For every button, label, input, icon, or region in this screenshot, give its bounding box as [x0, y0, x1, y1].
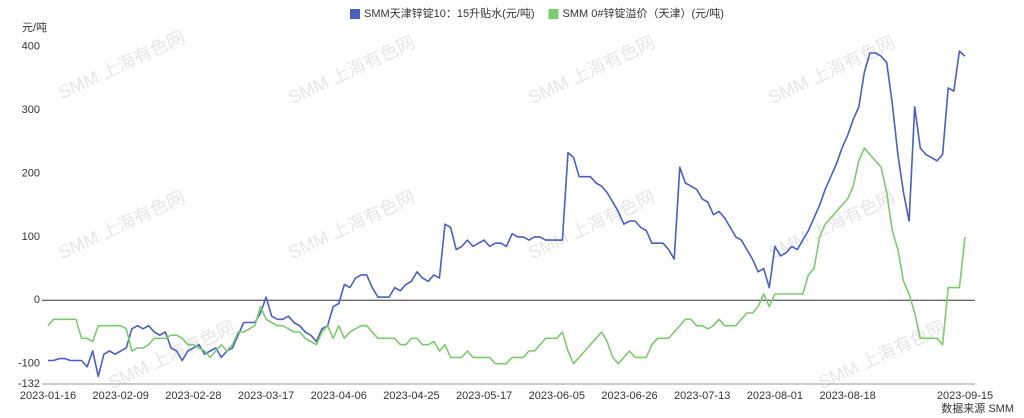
source: 数据来源 SMM: [941, 401, 1014, 415]
watermarks: SMM 上海有色网 SMM 上海有色网 SMM 上海有色网 SMM 上海有色网 …: [55, 27, 948, 393]
series-line: [47, 147, 966, 365]
watermark: SMM 上海有色网: [285, 187, 418, 263]
watermark: SMM 上海有色网: [285, 32, 418, 108]
x-tick-label: 2023-02-28: [165, 390, 221, 402]
y-tick-label: 100: [22, 231, 40, 243]
x-tick-label: 2023-06-05: [529, 390, 585, 402]
x-tick-label: 2023-05-17: [456, 390, 512, 402]
x-tick-label: 2023-08-18: [819, 390, 875, 402]
x-tick-label: 2023-03-17: [238, 390, 294, 402]
y-tick-label: -100: [18, 358, 40, 370]
y-tick-label: 400: [22, 41, 40, 53]
legend-swatch: [548, 9, 559, 19]
legend-label: SMM 0#锌锭溢价（天津）(元/吨): [563, 6, 724, 20]
watermark: SMM 上海有色网: [525, 32, 658, 108]
watermark: SMM 上海有色网: [815, 317, 948, 393]
watermark: SMM 上海有色网: [55, 27, 188, 103]
y-tick-label: -132: [18, 378, 40, 390]
watermark: SMM 上海有色网: [765, 32, 898, 108]
y-tick-label: 200: [22, 167, 40, 179]
x-tick-label: 2023-07-13: [674, 390, 730, 402]
x-tick-label: 2023-04-25: [383, 390, 439, 402]
legend-label: SMM天津锌锭10：15升贴水(元/吨): [364, 6, 535, 20]
y-tick-label: 300: [22, 104, 40, 116]
x-tick-label: 2023-09-15: [937, 390, 993, 402]
y-tick-label: 0: [34, 294, 40, 306]
x-tick-label: 2023-08-01: [747, 390, 803, 402]
y-axis-label: 元/吨: [22, 21, 47, 34]
watermark: SMM 上海有色网: [765, 187, 898, 263]
watermark: SMM 上海有色网: [55, 187, 188, 263]
x-tick-label: 2023-01-16: [20, 390, 76, 402]
legend-swatch: [350, 9, 360, 19]
series-line: [48, 50, 966, 378]
x-tick-label: 2023-04-06: [311, 390, 367, 402]
x-tick-label: 2023-06-26: [601, 390, 657, 402]
x-tick-label: 2023-02-09: [93, 390, 149, 402]
